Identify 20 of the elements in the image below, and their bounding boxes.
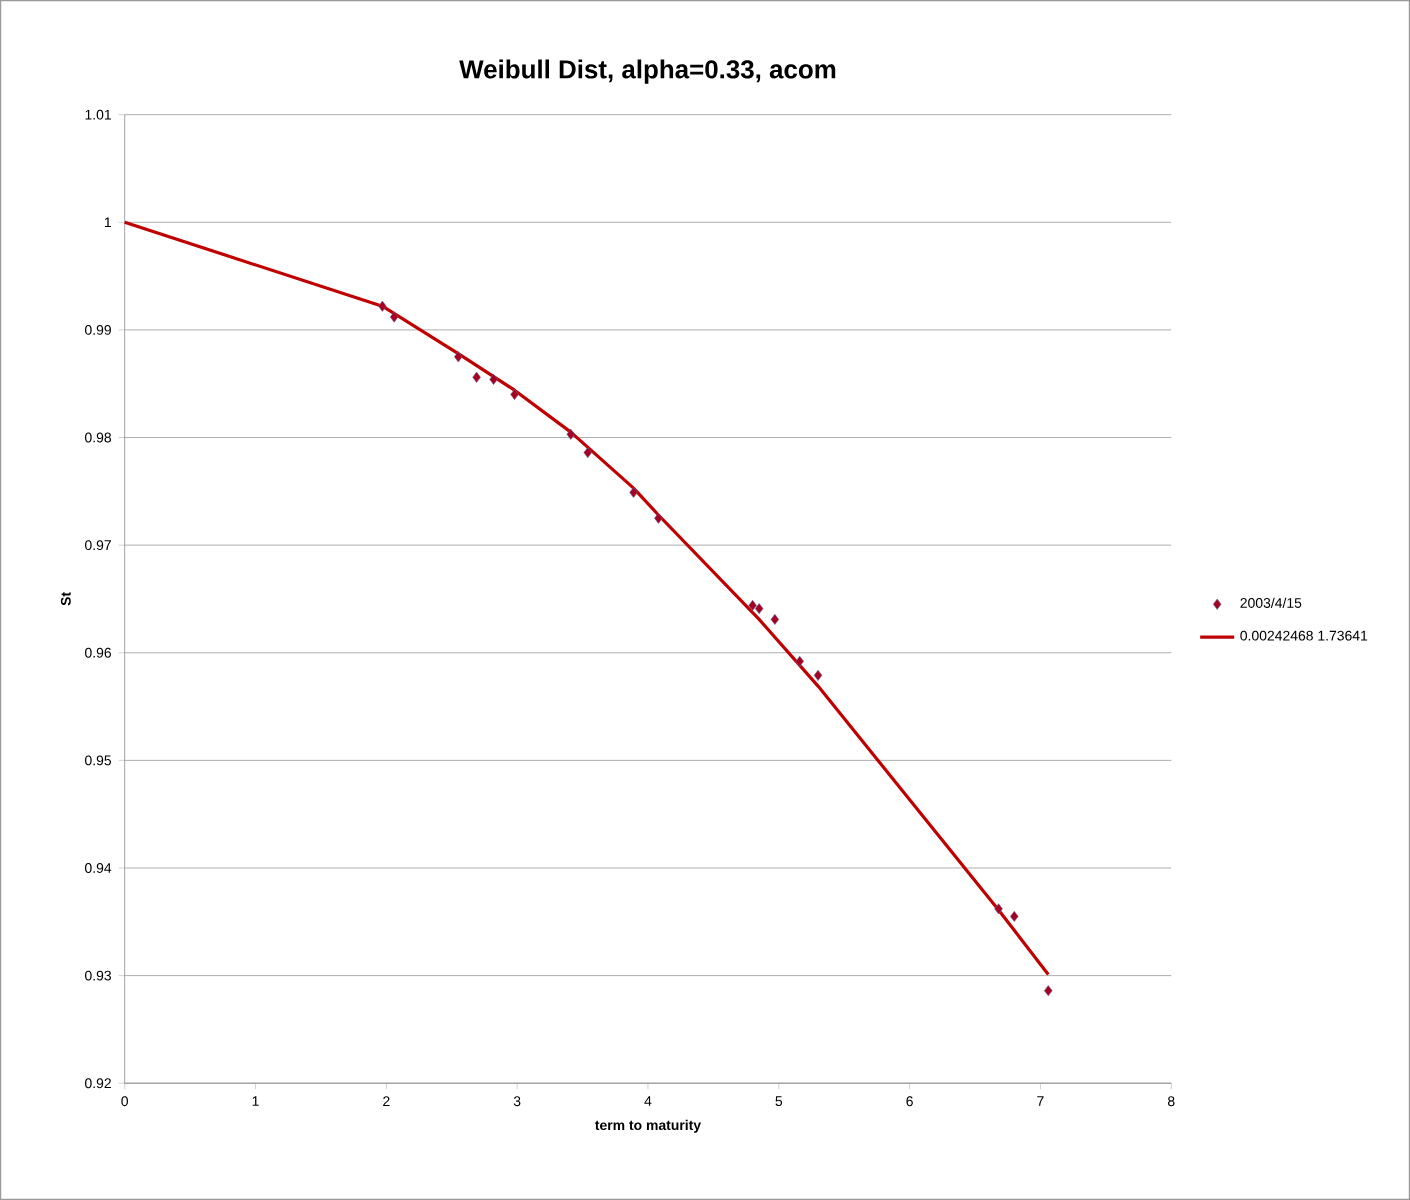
chart-title: Weibull Dist, alpha=0.33, acom <box>459 59 836 84</box>
point <box>472 371 481 383</box>
line-series <box>123 220 1050 977</box>
point <box>654 512 663 524</box>
point <box>795 655 804 667</box>
point <box>583 447 592 459</box>
point <box>748 599 757 611</box>
point <box>1010 910 1019 922</box>
point <box>770 613 780 625</box>
point <box>994 903 1003 915</box>
point <box>510 389 519 401</box>
point <box>629 486 638 498</box>
point <box>489 373 498 385</box>
point <box>1044 985 1053 997</box>
point <box>566 428 575 440</box>
point <box>454 351 463 363</box>
point <box>378 300 387 312</box>
point <box>754 603 764 615</box>
point <box>813 669 823 681</box>
point <box>389 311 399 323</box>
